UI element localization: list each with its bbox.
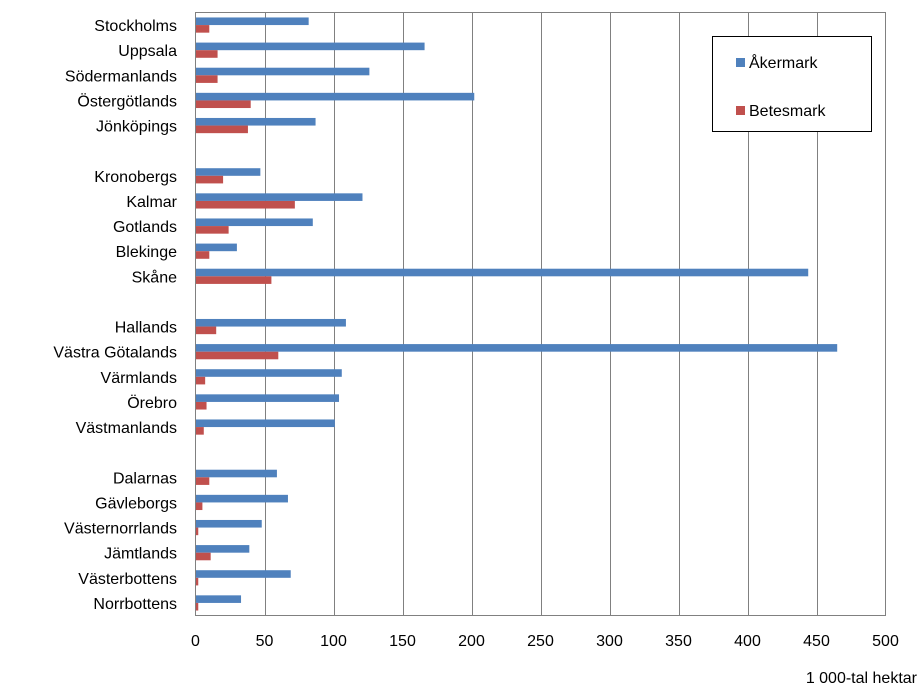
category-label: Västerbottens — [78, 571, 177, 588]
plot-border — [195, 12, 886, 616]
category-label: Dalarnas — [113, 470, 177, 487]
bar-akermark — [195, 268, 809, 277]
bar-betesmark — [195, 326, 217, 335]
bar-akermark — [195, 243, 237, 252]
bar-betesmark — [195, 376, 206, 385]
category-label: Kalmar — [126, 194, 177, 211]
bar-akermark — [195, 369, 342, 377]
x-tick-label-350: 350 — [665, 633, 692, 650]
bar-betesmark — [195, 552, 211, 561]
x-tick-label-100: 100 — [320, 633, 347, 650]
bar-betesmark — [195, 502, 203, 511]
x-tick-label-50: 50 — [256, 633, 274, 650]
bar-akermark — [195, 394, 340, 402]
category-label: Skåne — [132, 268, 177, 286]
bar-betesmark — [195, 25, 210, 33]
bar-betesmark — [195, 351, 279, 360]
category-label: Värmlands — [101, 370, 177, 387]
legend-label-betesmark: Betesmark — [749, 103, 826, 120]
x-tick-label-150: 150 — [389, 633, 416, 650]
x-tick-labels: 0 50 100 150 200 250 300 350 400 450 500 — [191, 633, 899, 650]
x-tick-label-300: 300 — [596, 633, 623, 650]
x-tick-label-250: 250 — [527, 633, 554, 650]
bar-akermark — [195, 344, 838, 352]
bar-akermark — [195, 218, 313, 227]
category-label: Jönköpings — [96, 119, 177, 136]
bar-betesmark — [195, 75, 218, 83]
bars — [195, 17, 838, 611]
bar-akermark — [195, 42, 425, 51]
bar-betesmark — [195, 477, 210, 485]
category-label: Kronobergs — [94, 169, 177, 186]
category-label: Östergötlands — [77, 92, 177, 110]
bar-akermark — [195, 494, 288, 503]
bar-betesmark — [195, 100, 251, 109]
legend-box — [712, 36, 872, 132]
x-tick-label-400: 400 — [734, 633, 761, 650]
bar-betesmark — [195, 200, 295, 209]
bar-akermark — [195, 570, 291, 578]
category-label: Södermanlands — [65, 68, 177, 85]
category-label: Gotlands — [113, 219, 177, 236]
bar-akermark — [195, 168, 261, 176]
category-label: Hallands — [115, 320, 177, 337]
bar-betesmark — [195, 577, 199, 586]
bar-betesmark — [195, 401, 207, 410]
x-axis-unit-label: 1 000-tal hektar — [806, 670, 918, 685]
x-tick-label-200: 200 — [458, 633, 485, 650]
bar-akermark — [195, 117, 316, 126]
bar-betesmark — [195, 602, 199, 611]
bar-betesmark — [195, 251, 210, 259]
bar-akermark — [195, 67, 370, 76]
bar-betesmark — [195, 427, 204, 435]
bar-betesmark — [195, 125, 248, 134]
bar-akermark — [195, 419, 335, 428]
bar-akermark — [195, 545, 250, 553]
bar-betesmark — [195, 50, 218, 58]
legend-swatch-betesmark — [736, 106, 745, 115]
bar-akermark — [195, 519, 262, 528]
x-tick-label-0: 0 — [191, 633, 200, 650]
category-label: Blekinge — [116, 244, 177, 261]
category-label: Norrbottens — [93, 596, 177, 613]
bar-betesmark — [195, 175, 224, 184]
bar-akermark — [195, 92, 475, 101]
category-label: Västra Götalands — [53, 345, 177, 362]
category-label: Stockholms — [94, 18, 177, 35]
category-label: Jämtlands — [104, 546, 177, 563]
bar-akermark — [195, 17, 309, 26]
category-label: Gävleborgs — [95, 495, 177, 512]
bar-akermark — [195, 595, 242, 603]
legend: Åkermark Betesmark — [712, 36, 872, 132]
x-tick-label-500: 500 — [872, 633, 899, 650]
category-label: Uppsala — [118, 43, 177, 60]
legend-label-akermark: Åkermark — [749, 53, 818, 72]
bar-akermark — [195, 469, 277, 478]
legend-swatch-akermark — [736, 58, 745, 67]
bar-akermark — [195, 193, 363, 201]
category-labels: Stockholms Uppsala Södermanlands Östergötla… — [53, 18, 177, 613]
bar-betesmark — [195, 276, 272, 284]
bar-betesmark — [195, 226, 229, 234]
category-label: Västmanlands — [76, 420, 177, 437]
category-label: Örebro — [127, 394, 177, 412]
bar-akermark — [195, 318, 346, 327]
x-tick-label-450: 450 — [803, 633, 830, 650]
bar-betesmark — [195, 527, 199, 536]
category-label: Västernorrlands — [64, 521, 177, 538]
